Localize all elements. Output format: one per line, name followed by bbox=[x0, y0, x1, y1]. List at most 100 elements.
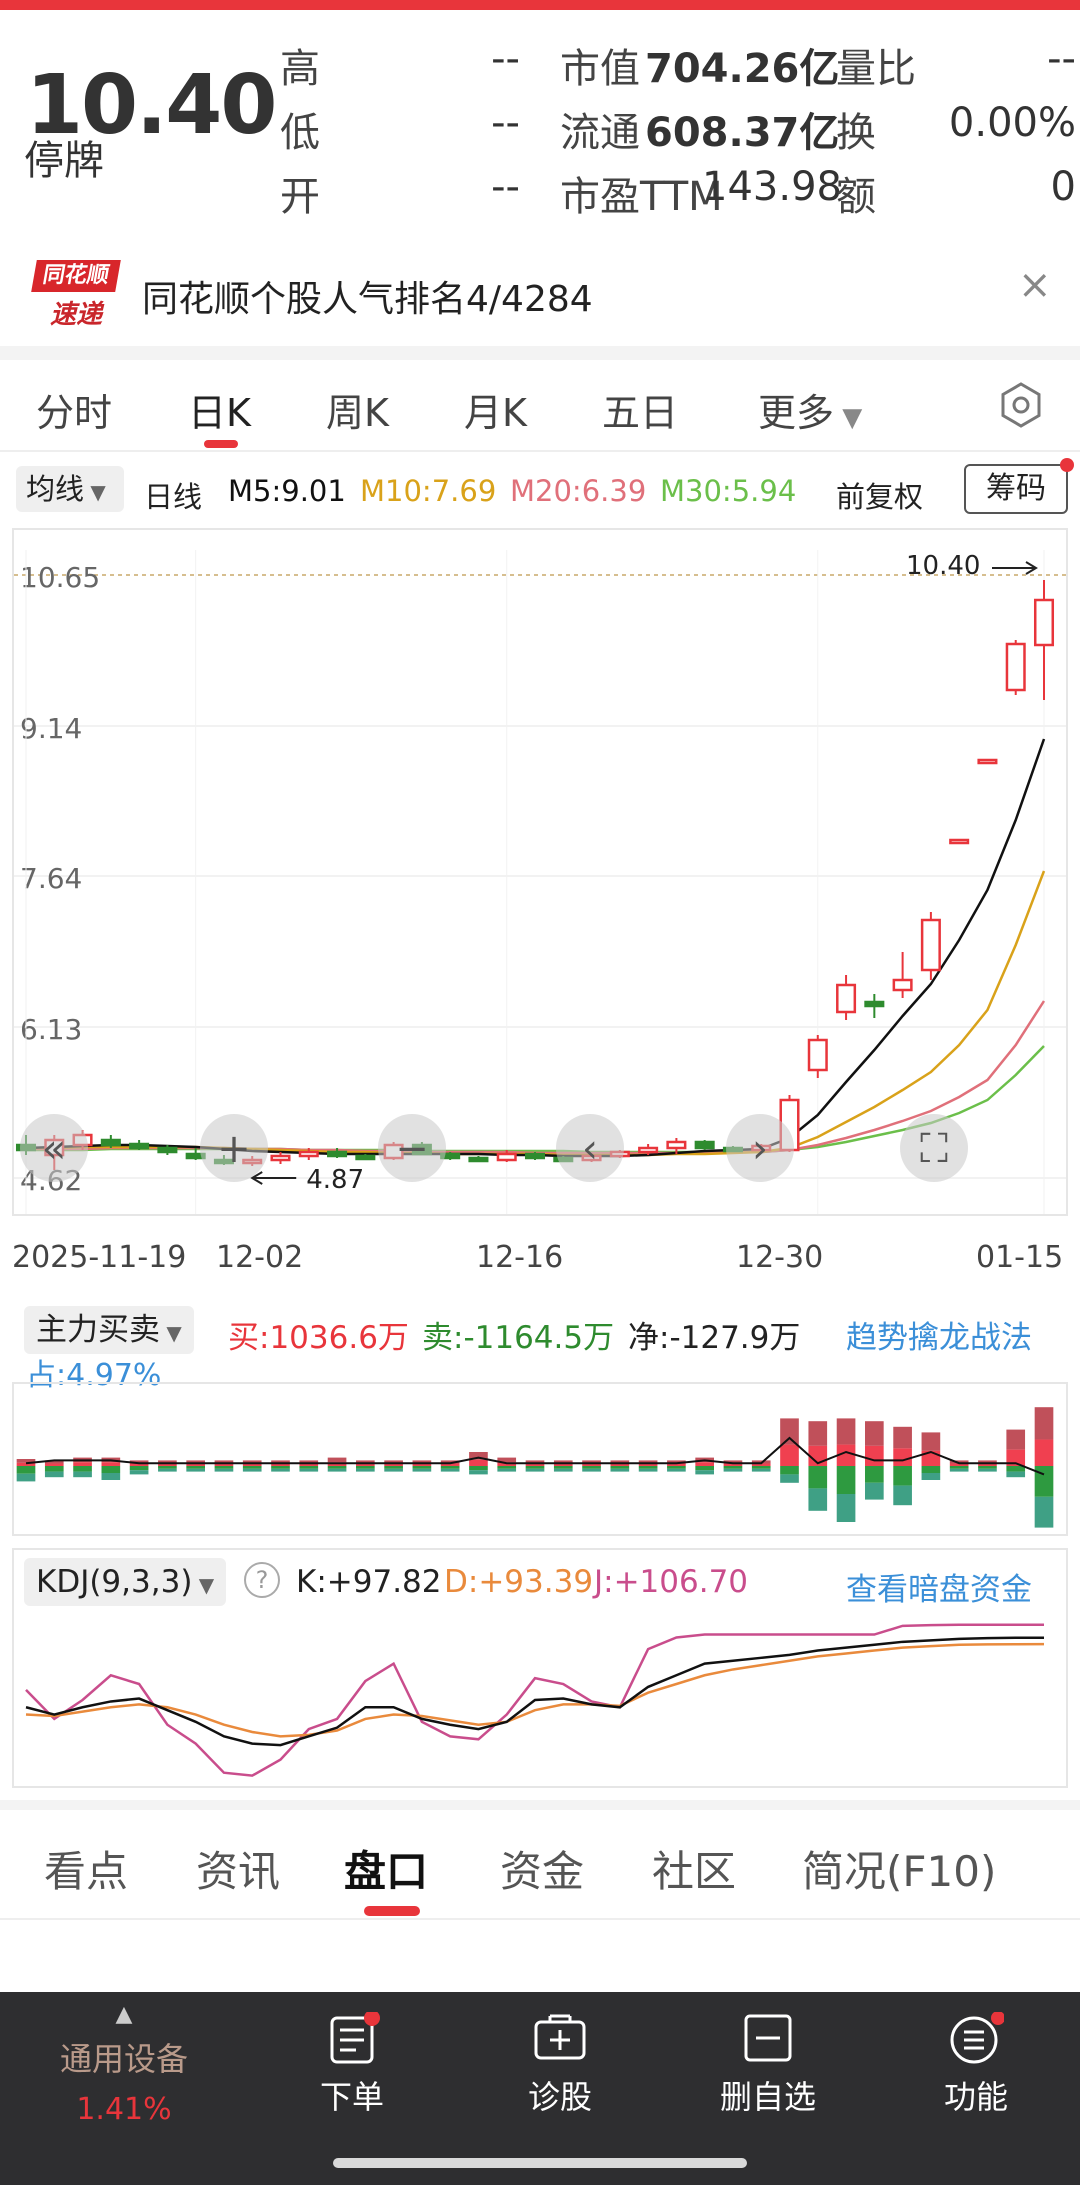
popularity-banner[interactable]: 同花顺 速递 同花顺个股人气排名4/4284 × bbox=[0, 240, 1080, 346]
adjust-mode[interactable]: 前复权 bbox=[836, 480, 924, 514]
diagnose-icon bbox=[532, 2012, 588, 2066]
sell-bar-large bbox=[525, 1468, 545, 1472]
zoom-in-icon[interactable]: + bbox=[200, 1114, 268, 1182]
caret-down-icon: ▼ bbox=[160, 1321, 182, 1345]
sell-bar-large bbox=[356, 1468, 375, 1472]
nav-control-glyph: › bbox=[752, 1126, 768, 1172]
active-tab-indicator bbox=[364, 1906, 420, 1916]
sell-bar-small bbox=[44, 1466, 64, 1472]
buy-bar-small bbox=[158, 1463, 177, 1466]
period-label: 日线 bbox=[144, 480, 203, 514]
tab-community[interactable]: 社区 bbox=[652, 1847, 737, 1896]
remove-watchlist-button[interactable]: 删自选 bbox=[688, 2012, 848, 2118]
tab-order-book[interactable]: 盘口 bbox=[344, 1847, 429, 1896]
candle bbox=[129, 1140, 150, 1150]
sell-bar-small bbox=[469, 1466, 488, 1471]
sell-bar-large bbox=[582, 1468, 601, 1472]
nav-control-bg bbox=[900, 1114, 968, 1182]
content-tabs: 看点 资讯 盘口 资金 社区 简况(F10) bbox=[0, 1810, 1080, 1920]
tab-daily-k[interactable]: 日K bbox=[188, 391, 251, 435]
buy-bar-small bbox=[214, 1463, 234, 1466]
candle-body bbox=[977, 758, 998, 765]
flow-bar bbox=[44, 1460, 64, 1478]
candle-body bbox=[496, 1152, 517, 1162]
flow-bar bbox=[356, 1460, 375, 1472]
buy-bar-large bbox=[44, 1460, 64, 1464]
buy-bar-large bbox=[158, 1460, 177, 1464]
sell-bar-large bbox=[949, 1468, 969, 1472]
ma-line-m10 bbox=[26, 870, 1046, 1157]
x-tick-label: 12-16 bbox=[476, 1240, 564, 1275]
kdj-select[interactable]: KDJ(9,3,3) ▼ bbox=[24, 1558, 227, 1606]
arrow-left-icon bbox=[250, 1171, 297, 1185]
dark-pool-link[interactable]: 查看暗盘资金 bbox=[846, 1572, 1032, 1608]
scroll-right-icon[interactable]: › bbox=[726, 1114, 794, 1182]
tab-more[interactable]: 更多 ▼ bbox=[758, 391, 863, 435]
scroll-left-fast-icon[interactable]: « bbox=[20, 1114, 88, 1182]
buy-bar-large bbox=[1006, 1429, 1026, 1450]
buy-bar-large bbox=[949, 1460, 969, 1464]
buy-bar-large bbox=[723, 1460, 743, 1464]
sell-bar-small bbox=[16, 1466, 36, 1474]
close-icon[interactable]: × bbox=[1018, 262, 1052, 308]
high-value: -- bbox=[491, 36, 520, 82]
tab-news[interactable]: 资讯 bbox=[196, 1847, 281, 1896]
diagnose-button[interactable]: 诊股 bbox=[480, 2012, 640, 2118]
chips-button[interactable]: 筹码 bbox=[964, 464, 1068, 514]
kline-chart[interactable]: 10.659.147.646.134.6210.404.87«+−‹›⛶ bbox=[14, 530, 1066, 1214]
sell-bar-large bbox=[667, 1468, 686, 1472]
strategy-link[interactable]: 趋势擒龙战法 bbox=[846, 1320, 1032, 1356]
candle-body bbox=[1005, 642, 1026, 692]
buy-bar-small bbox=[1006, 1449, 1026, 1466]
tab-profile-f10[interactable]: 简况(F10) bbox=[802, 1847, 997, 1896]
tab-highlights[interactable]: 看点 bbox=[44, 1847, 129, 1896]
functions-button[interactable]: 功能 bbox=[896, 2011, 1056, 2118]
kline-chart-panel[interactable]: 10.659.147.646.134.6210.404.87«+−‹›⛶ bbox=[12, 528, 1068, 1216]
tab-monthly-k[interactable]: 月K bbox=[464, 391, 527, 435]
functions-label: 功能 bbox=[943, 2078, 1008, 2116]
sell-bar-large bbox=[610, 1468, 630, 1472]
zoom-out-icon[interactable]: − bbox=[378, 1114, 446, 1182]
notification-dot bbox=[1060, 458, 1074, 472]
buy-bar-large bbox=[582, 1460, 601, 1464]
candle bbox=[836, 975, 857, 1020]
candle-body bbox=[807, 1038, 828, 1072]
flow-bar bbox=[384, 1460, 403, 1472]
sector-info[interactable]: ▲ 通用设备 1.41% bbox=[44, 2002, 204, 2127]
sell-bar-large bbox=[271, 1468, 290, 1472]
candle-body bbox=[298, 1150, 319, 1158]
settings-hexagon-icon[interactable] bbox=[996, 380, 1046, 430]
tab-intraday[interactable]: 分时 bbox=[36, 391, 113, 435]
sell-bar-large bbox=[723, 1468, 743, 1472]
scroll-left-icon[interactable]: ‹ bbox=[556, 1114, 624, 1182]
sell-bar-large bbox=[1006, 1471, 1026, 1478]
y-tick-label: 7.64 bbox=[20, 862, 82, 895]
buy-bar-small bbox=[44, 1463, 64, 1466]
tab-funds[interactable]: 资金 bbox=[500, 1847, 585, 1896]
candle-body bbox=[694, 1140, 715, 1150]
section-divider bbox=[0, 1800, 1080, 1810]
kdj-panel bbox=[12, 1548, 1068, 1788]
quote-header: 10.40 停牌 高 -- 低 -- 开 -- 市值 704.26亿 流通 60… bbox=[0, 10, 1080, 230]
fullscreen-icon[interactable]: ⛶ bbox=[900, 1114, 968, 1182]
flow-bar bbox=[893, 1426, 912, 1506]
sell-bar-large bbox=[780, 1474, 799, 1483]
popularity-rank-text: 同花顺个股人气排名4/4284 bbox=[142, 279, 593, 320]
buy-bar-small bbox=[525, 1463, 545, 1466]
sell-bar-small bbox=[299, 1466, 319, 1469]
main-force-chart bbox=[16, 1407, 1054, 1528]
tab-five-day[interactable]: 五日 bbox=[602, 391, 679, 435]
sell-bar-small bbox=[412, 1466, 432, 1469]
nav-control-bg bbox=[20, 1114, 88, 1182]
sell-bar-small bbox=[949, 1466, 969, 1469]
flow-bar bbox=[638, 1460, 658, 1472]
order-button[interactable]: 下单 bbox=[272, 2010, 432, 2118]
buy-bar-large bbox=[921, 1432, 941, 1451]
buy-bar-large bbox=[610, 1460, 630, 1464]
ma-type-select[interactable]: 均线 ▼ bbox=[16, 466, 124, 512]
help-icon[interactable]: ? bbox=[244, 1562, 280, 1598]
main-force-select[interactable]: 主力买卖 ▼ bbox=[24, 1306, 194, 1354]
buy-bar-small bbox=[412, 1463, 432, 1466]
tab-weekly-k[interactable]: 周K bbox=[326, 391, 389, 435]
order-label: 下单 bbox=[319, 2078, 384, 2116]
